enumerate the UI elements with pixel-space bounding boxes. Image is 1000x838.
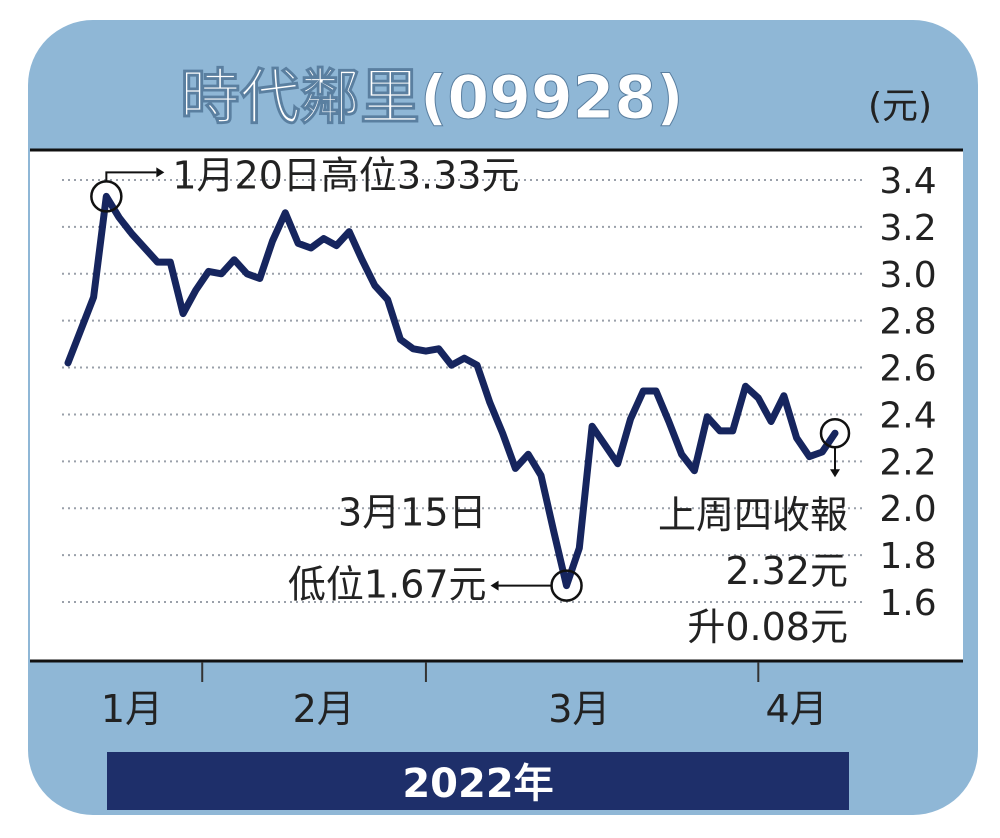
y-axis-ticks: 3.4 3.2 3.0 2.8 2.6 2.4 2.2 2.0 1.8 1.6 bbox=[879, 161, 936, 624]
year-bar bbox=[107, 752, 849, 810]
price-series bbox=[64, 192, 839, 590]
y-tick-label: 2.6 bbox=[879, 349, 936, 390]
y-tick-label: 1.6 bbox=[879, 583, 936, 624]
y-tick-label: 2.2 bbox=[879, 442, 936, 483]
low-point-arrow bbox=[490, 580, 499, 591]
gridlines bbox=[62, 179, 865, 603]
low-point-value: 低位1.67元 bbox=[288, 563, 487, 607]
last-close-price: 2.32元 bbox=[725, 549, 848, 593]
chart-title: 時代鄰里(09928) bbox=[180, 63, 684, 133]
x-month-label: 4月 bbox=[766, 687, 828, 731]
price-line bbox=[64, 192, 839, 590]
x-axis: 1月 2月 3月 4月 bbox=[101, 662, 828, 731]
high-point-label: 1月20日高位3.33元 bbox=[172, 153, 519, 197]
high-point-arrow bbox=[156, 167, 165, 178]
low-point-date: 3月15日 bbox=[338, 491, 487, 535]
x-month-label: 3月 bbox=[548, 687, 610, 731]
last-close-arrow bbox=[830, 469, 840, 478]
y-tick-label: 3.2 bbox=[879, 208, 936, 249]
y-tick-label: 1.8 bbox=[879, 536, 936, 577]
high-point-leader bbox=[105, 171, 157, 182]
y-tick-label: 3.0 bbox=[879, 255, 936, 296]
last-close-change: 升0.08元 bbox=[687, 605, 848, 649]
unit-label: (元) bbox=[868, 86, 932, 127]
x-month-label: 2月 bbox=[293, 687, 355, 731]
y-tick-label: 3.4 bbox=[879, 161, 936, 202]
y-tick-label: 2.8 bbox=[879, 302, 936, 343]
y-tick-label: 2.0 bbox=[879, 489, 936, 530]
year-label: 2022年 bbox=[402, 761, 553, 807]
last-close-label: 上周四收報 bbox=[658, 493, 848, 537]
plot-area bbox=[30, 150, 963, 662]
y-tick-label: 2.4 bbox=[879, 395, 936, 436]
x-month-label: 1月 bbox=[101, 687, 163, 731]
